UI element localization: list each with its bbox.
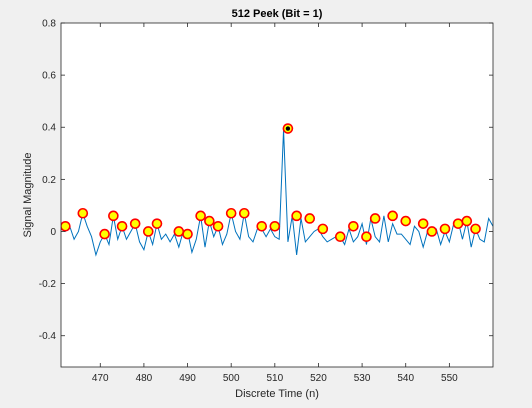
markers-layer bbox=[61, 207, 481, 242]
x-axis-label: Discrete Time (n) bbox=[235, 388, 319, 400]
peak-marker bbox=[269, 220, 281, 232]
y-tick-label: -0.4 bbox=[39, 331, 57, 342]
peak-marker bbox=[182, 228, 193, 240]
x-tick-label: 510 bbox=[266, 373, 283, 384]
x-tick-label: 540 bbox=[397, 373, 414, 384]
peak-marker bbox=[195, 210, 206, 222]
axes-frame bbox=[60, 22, 494, 368]
peak-marker bbox=[439, 223, 451, 235]
peak-marker bbox=[452, 218, 464, 229]
y-tick-label: 0.8 bbox=[42, 19, 56, 30]
peak-marker bbox=[417, 218, 429, 229]
peak-marker bbox=[387, 210, 398, 222]
peak-marker bbox=[108, 210, 119, 222]
peak-marker bbox=[470, 223, 481, 235]
plot-area bbox=[61, 123, 493, 257]
x-tick-label: 520 bbox=[310, 373, 327, 384]
peak-marker bbox=[151, 218, 163, 229]
peak-marker bbox=[256, 220, 268, 232]
peak-marker bbox=[334, 231, 346, 242]
peak-marker bbox=[173, 226, 185, 237]
peak-marker bbox=[317, 223, 329, 235]
peak-marker bbox=[212, 220, 224, 232]
x-tick-label: 490 bbox=[179, 373, 196, 384]
peak-marker bbox=[291, 210, 302, 222]
x-axis-ticks: 470 480 490 500 510 520 530 540 550 bbox=[92, 23, 458, 384]
peak-marker bbox=[204, 215, 215, 227]
axes-background bbox=[61, 23, 493, 367]
peak-marker bbox=[304, 213, 316, 224]
peak-marker bbox=[129, 218, 141, 229]
peak-marker bbox=[238, 207, 250, 219]
peak-marker bbox=[142, 226, 154, 237]
peak-marker bbox=[225, 207, 237, 219]
y-tick-label: 0.2 bbox=[42, 175, 56, 186]
peak-marker bbox=[348, 220, 359, 232]
y-axis-ticks: -0.4 -0.2 0 0.2 0.4 0.6 0.8 bbox=[39, 19, 493, 342]
peak-marker bbox=[99, 228, 110, 240]
peak-layer bbox=[282, 123, 294, 134]
peak-marker bbox=[369, 213, 381, 224]
x-tick-label: 530 bbox=[354, 373, 371, 384]
y-tick-label: -0.2 bbox=[39, 279, 57, 290]
peak-marker bbox=[116, 220, 128, 232]
y-tick-label: 0.6 bbox=[42, 71, 56, 82]
y-axis-label: Signal Magnitude bbox=[22, 152, 34, 237]
peak-marker bbox=[461, 215, 473, 227]
peak-marker bbox=[77, 207, 89, 219]
x-tick-label: 500 bbox=[223, 373, 240, 384]
peak-marker bbox=[400, 215, 412, 227]
chart-title: 512 Peek (Bit = 1) bbox=[232, 8, 323, 20]
x-tick-label: 480 bbox=[136, 373, 153, 384]
x-tick-label: 550 bbox=[441, 373, 458, 384]
peak-marker bbox=[426, 226, 438, 237]
y-tick-label: 0 bbox=[50, 227, 56, 238]
peak-marker bbox=[61, 220, 71, 232]
main-peak-center bbox=[285, 126, 291, 131]
x-tick-label: 470 bbox=[92, 373, 109, 384]
y-tick-label: 0.4 bbox=[42, 123, 56, 134]
peak-marker bbox=[361, 231, 372, 242]
